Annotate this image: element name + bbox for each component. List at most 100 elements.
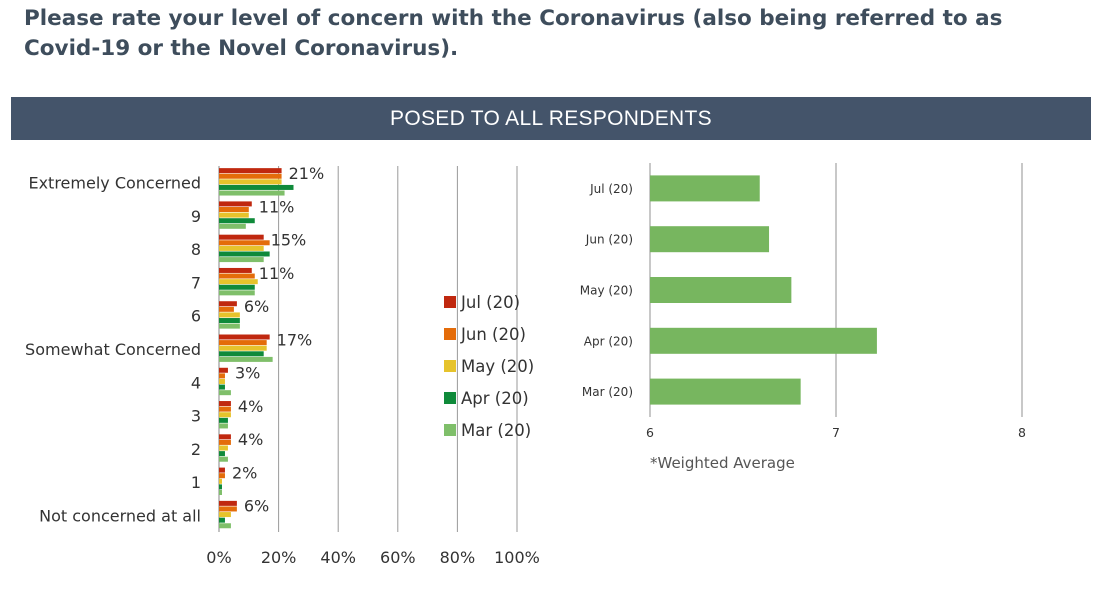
- left-bar: [219, 439, 231, 445]
- left-data-label: 17%: [277, 330, 313, 349]
- chart-legend: Jul (20) Jun (20) May (20) Apr (20) Mar (20): [444, 293, 534, 440]
- left-bar: [219, 312, 240, 318]
- left-bar: [219, 257, 264, 263]
- left-bar: [219, 456, 228, 462]
- left-bar: [219, 517, 225, 523]
- left-bar: [219, 279, 258, 285]
- left-bar: [219, 179, 282, 185]
- left-bar: [219, 367, 228, 373]
- left-bar: [219, 373, 225, 379]
- left-bar: [219, 467, 225, 473]
- left-x-tick-label: 100%: [494, 548, 540, 567]
- right-x-tick-label: 6: [646, 425, 654, 440]
- left-x-tick-label: 80%: [440, 548, 476, 567]
- left-bar: [219, 401, 231, 407]
- question-title: Please rate your level of concern with t…: [24, 6, 1003, 61]
- legend-label: May (20): [461, 357, 534, 376]
- right-x-tick-label: 8: [1018, 425, 1026, 440]
- legend-swatch: [444, 392, 456, 404]
- left-bar: [219, 273, 255, 279]
- left-data-label: 6%: [244, 497, 269, 516]
- left-category-label: 8: [191, 240, 201, 259]
- left-bar: [219, 318, 240, 324]
- left-bar: [219, 212, 249, 218]
- weighted-average-bar: [650, 378, 801, 405]
- legend-swatch: [444, 360, 456, 372]
- concern-distribution-chart: 0% 20% 40% 60% 80% 100% Extremely Concerned 21%…: [25, 164, 540, 567]
- left-category-label: Not concerned at all: [39, 506, 201, 525]
- legend-swatch: [444, 328, 456, 340]
- left-data-label: 3%: [235, 364, 260, 383]
- left-category-label: 1: [191, 473, 201, 492]
- left-data-label: 11%: [259, 197, 295, 216]
- left-category-label: 3: [191, 407, 201, 426]
- right-category-label: Jun (20): [585, 233, 633, 247]
- left-bar: [219, 417, 228, 423]
- left-bar: [219, 207, 249, 213]
- left-data-label: 2%: [232, 463, 257, 482]
- left-bar: [219, 345, 267, 351]
- left-category-label: 7: [191, 273, 201, 292]
- legend-label: Apr (20): [461, 389, 529, 408]
- left-bar: [219, 434, 231, 440]
- left-category-label: 2: [191, 440, 201, 459]
- left-bar: [219, 489, 222, 495]
- left-category-label: Somewhat Concerned: [25, 340, 201, 359]
- left-bar: [219, 384, 225, 390]
- left-x-tick-label: 60%: [380, 548, 416, 567]
- left-bar: [219, 168, 282, 174]
- left-bar: [219, 184, 294, 190]
- left-bar: [219, 506, 237, 512]
- weighted-average-bar: [650, 175, 760, 202]
- left-bar: [219, 223, 246, 229]
- weighted-average-chart: 6 7 8 Jul (20) Jun (20) May (20) Apr (20) Mar (…: [580, 163, 1026, 472]
- left-bar: [219, 306, 234, 312]
- left-bar: [219, 284, 255, 290]
- left-bar: [219, 473, 225, 479]
- left-bar: [219, 267, 252, 273]
- left-bar: [219, 218, 255, 224]
- left-bar: [219, 190, 285, 196]
- left-bar: [219, 173, 282, 179]
- weighted-average-bar: [650, 226, 770, 253]
- left-category-label: 6: [191, 307, 201, 326]
- left-bar: [219, 500, 237, 506]
- left-bar: [219, 234, 264, 240]
- left-bar: [219, 451, 225, 457]
- respondents-banner: POSED TO ALL RESPONDENTS: [11, 97, 1091, 140]
- left-bar: [219, 251, 270, 257]
- left-data-label: 6%: [244, 297, 269, 316]
- left-bar: [219, 351, 264, 357]
- left-bar: [219, 378, 225, 384]
- left-bar: [219, 323, 240, 329]
- left-bar: [219, 301, 237, 307]
- right-category-label: Jul (20): [589, 182, 633, 196]
- legend-label: Mar (20): [461, 421, 531, 440]
- left-bar: [219, 484, 222, 490]
- left-bar: [219, 334, 270, 340]
- right-category-label: Apr (20): [584, 334, 633, 348]
- left-data-label: 15%: [271, 231, 307, 250]
- weighted-average-note: *Weighted Average: [650, 454, 795, 472]
- left-data-label: 4%: [238, 397, 263, 416]
- left-category-label: Extremely Concerned: [28, 174, 201, 193]
- left-bar: [219, 356, 273, 362]
- left-data-label: 4%: [238, 430, 263, 449]
- left-bar: [219, 406, 231, 412]
- right-category-label: May (20): [580, 284, 633, 298]
- legend-label: Jul (20): [460, 293, 520, 312]
- legend-swatch: [444, 424, 456, 436]
- legend-swatch: [444, 296, 456, 308]
- left-bar: [219, 478, 222, 484]
- left-category-label: 4: [191, 373, 201, 392]
- left-bar: [219, 245, 264, 251]
- left-bar: [219, 412, 231, 418]
- left-bar: [219, 201, 252, 207]
- left-bar: [219, 290, 255, 296]
- left-bar: [219, 240, 270, 246]
- right-category-label: Mar (20): [582, 385, 633, 399]
- right-x-tick-label: 7: [832, 425, 840, 440]
- left-data-label: 11%: [259, 264, 295, 283]
- left-x-tick-label: 0%: [206, 548, 231, 567]
